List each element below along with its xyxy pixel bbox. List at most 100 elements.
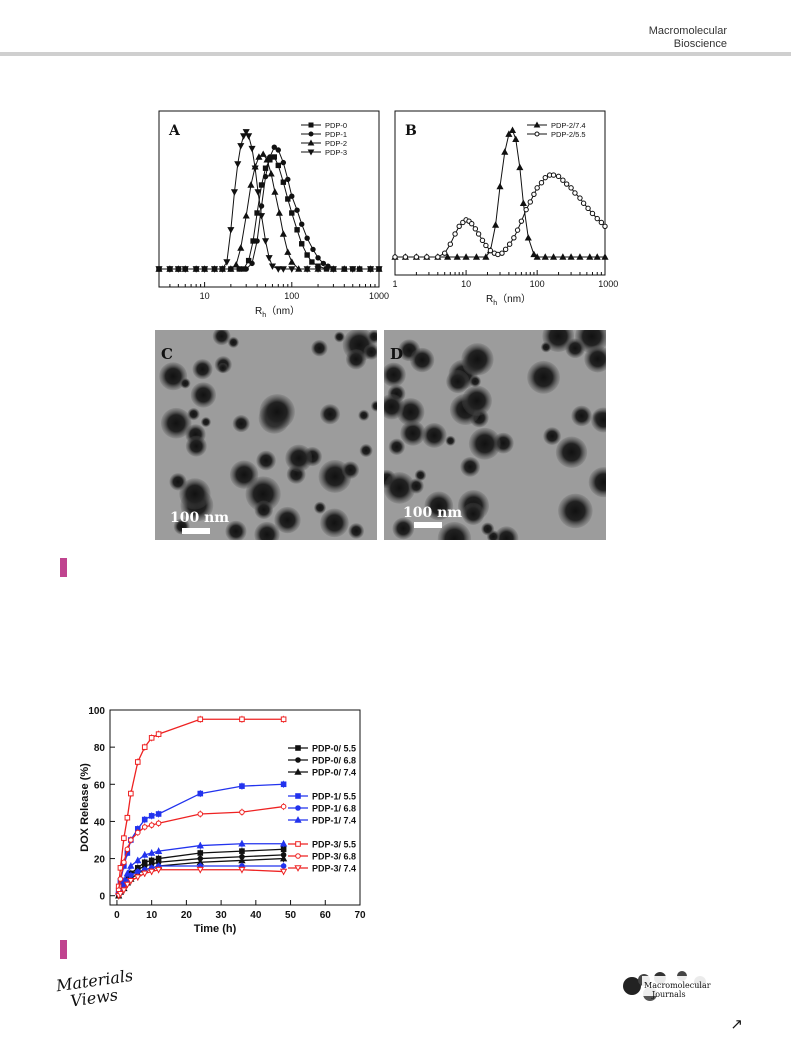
data-point (192, 266, 200, 273)
legend-marker (294, 768, 302, 775)
data-point (262, 238, 270, 245)
tem-particle (565, 338, 586, 359)
data-point (518, 218, 525, 224)
data-point (239, 716, 245, 723)
y-tick-label: 0 (99, 892, 105, 903)
x-axis-label: Rh（nm） (255, 305, 300, 319)
legend-marker (295, 805, 301, 811)
data-point (511, 235, 517, 241)
tem-image-d (384, 330, 606, 540)
data-point (475, 231, 482, 237)
series-PDP-0/ 7.4 (115, 854, 288, 900)
tem-d-scale-label: 100 nm (403, 505, 463, 521)
data-point (447, 241, 454, 247)
tem-particle (469, 375, 481, 388)
data-point (289, 210, 295, 216)
data-point (392, 254, 398, 260)
data-point (245, 257, 252, 264)
data-point (560, 177, 566, 183)
macromolecular-journals-logo: Macromolecular Journals (620, 968, 712, 1008)
data-point (275, 147, 281, 153)
series-PDP-1 (156, 144, 382, 272)
data-point (247, 181, 255, 188)
data-point (456, 223, 462, 229)
data-point (128, 790, 134, 797)
data-point (271, 154, 278, 160)
data-point (134, 868, 141, 875)
data-point (154, 847, 163, 854)
x-tick-label: 1 (392, 279, 397, 289)
data-point (280, 846, 287, 853)
tem-particle (190, 382, 217, 408)
tem-particle (358, 409, 370, 421)
tem-particle (543, 427, 561, 445)
tem-particle (232, 415, 250, 433)
tem-c-label: C (161, 345, 173, 363)
data-point (134, 829, 141, 836)
data-point (487, 247, 494, 254)
journal-name-line2: Bioscience (673, 38, 727, 50)
data-point (580, 200, 587, 206)
series-line (395, 174, 606, 258)
tem-particle (160, 407, 192, 439)
tem-particle (461, 385, 492, 416)
data-point (148, 735, 155, 741)
tem-particle (481, 522, 495, 536)
next-page-arrow-icon[interactable]: ↗ (730, 1016, 743, 1033)
legend-label: PDP-0/ 5.5 (312, 744, 356, 754)
data-point (238, 839, 246, 847)
data-point (289, 193, 295, 199)
data-point (218, 266, 226, 273)
x-tick-label: 0 (114, 910, 120, 921)
data-point (201, 266, 209, 273)
data-point (148, 849, 156, 856)
tem-particle (384, 362, 406, 387)
data-point (197, 811, 204, 817)
y-tick-label: 100 (88, 706, 105, 717)
y-tick-label: 80 (94, 743, 106, 754)
data-point (275, 209, 283, 216)
data-point (234, 161, 242, 168)
data-point (555, 173, 562, 180)
data-point (223, 259, 231, 266)
tem-particle (254, 521, 280, 540)
data-point (375, 266, 383, 273)
data-point (531, 191, 537, 197)
tem-image-c-svg (155, 330, 377, 540)
legend-label: PDP-1/ 7.4 (312, 816, 356, 826)
data-point (523, 206, 529, 213)
journal-name-line1: Macromolecular (648, 25, 727, 37)
data-point (534, 185, 540, 191)
data-point (254, 238, 260, 244)
tem-image-d-svg (384, 330, 606, 540)
tem-particle (445, 435, 456, 446)
data-point (299, 221, 305, 227)
data-point (274, 266, 282, 273)
tem-c-scale-bar (182, 528, 210, 534)
data-point (294, 207, 300, 213)
tem-particle (388, 438, 405, 455)
legend-label: PDP-2/5.5 (551, 130, 586, 139)
tem-particle (384, 472, 416, 504)
data-point (141, 744, 148, 750)
data-point (349, 266, 357, 273)
legend-marker (295, 745, 301, 751)
tem-particle (341, 461, 360, 479)
tem-particle (571, 405, 592, 427)
data-point (271, 188, 279, 195)
data-point (155, 266, 163, 273)
data-point (299, 241, 305, 247)
data-point (472, 226, 479, 232)
series-PDP-3 (155, 129, 383, 273)
legend-label: PDP-0 (325, 121, 347, 130)
data-point (210, 266, 219, 273)
data-point (502, 246, 509, 253)
plot-frame (109, 709, 361, 906)
data-point (329, 266, 337, 273)
legend-label: PDP-2 (325, 139, 347, 148)
tem-d-label: D (390, 345, 404, 363)
macromolecular-journals-logo-line2: Journals (652, 990, 686, 999)
tem-particle (468, 427, 501, 460)
data-point (267, 154, 273, 160)
